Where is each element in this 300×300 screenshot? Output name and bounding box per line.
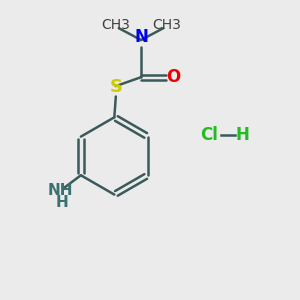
- Text: S: S: [109, 78, 122, 96]
- Text: H: H: [56, 194, 68, 209]
- Text: Cl: Cl: [200, 126, 218, 144]
- Text: N: N: [134, 28, 148, 46]
- Text: CH3: CH3: [152, 18, 181, 32]
- Text: H: H: [235, 126, 249, 144]
- Text: CH3: CH3: [101, 18, 130, 32]
- Text: O: O: [166, 68, 180, 86]
- Text: NH: NH: [47, 183, 73, 198]
